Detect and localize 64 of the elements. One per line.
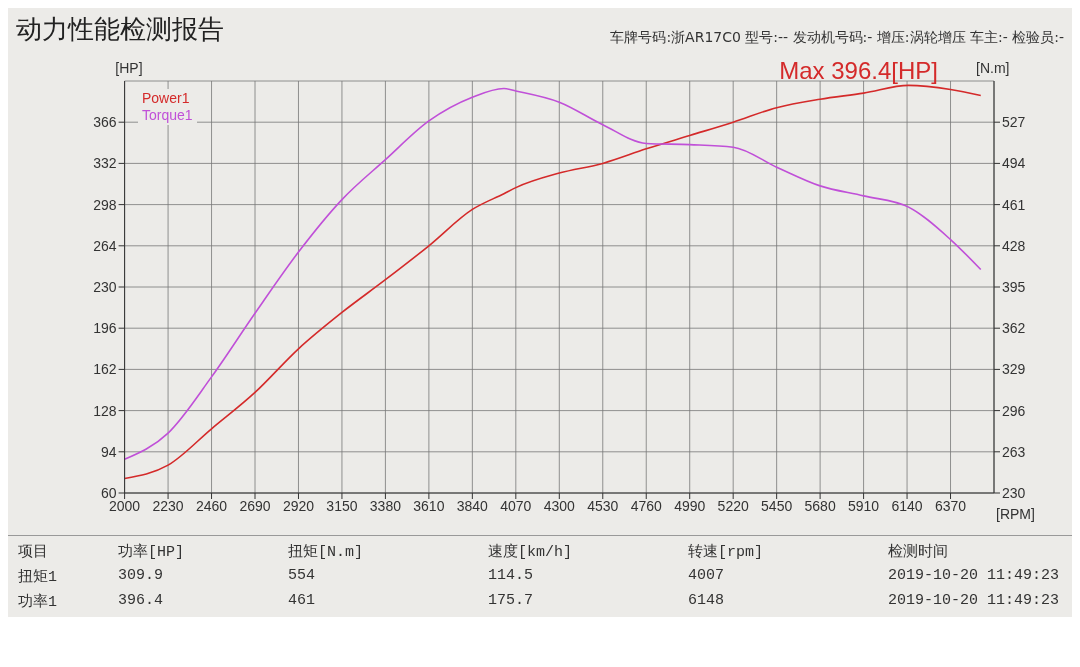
x-tick-label: 4300 [543, 497, 576, 514]
x-tick-label: 4530 [587, 497, 619, 514]
text: 扭矩[N.m] [288, 543, 364, 561]
text: 4007 [688, 567, 725, 586]
y2-tick-label: 296 [1002, 402, 1026, 419]
x-tick-label: 2460 [195, 497, 228, 514]
y2-tick-label: 395 [1002, 278, 1026, 295]
text: 功率1 [18, 592, 58, 611]
x-tick-label: 5910 [848, 497, 880, 514]
y-tick-label: 196 [93, 320, 117, 337]
y-tick-label: 128 [93, 402, 117, 419]
x-tick-label: 4760 [630, 497, 663, 514]
x-tick-label: 4070 [500, 497, 532, 514]
y2-tick-label: 428 [1002, 237, 1026, 254]
x-tick-label: 3610 [413, 497, 445, 514]
annotation: Max 396.4[HP] [779, 57, 938, 85]
x-tick-label: 3840 [456, 497, 489, 514]
chart-subtitle: 车牌号码:浙AR17C0 型号:-- 发动机号码:- 增压:涡轮增压 车主:- 检验员:- [610, 29, 1064, 47]
x-tick-label: 4990 [674, 497, 706, 514]
text: 309.9 [118, 567, 164, 586]
x-tick-label: 5680 [804, 497, 836, 514]
text: 2019-10-20 11:49:23 [888, 592, 1061, 611]
text: 554 [288, 567, 316, 586]
x-tick-label: 5220 [717, 497, 749, 514]
y-axis-title: [HP] [115, 59, 143, 76]
text: 速度[km/h] [488, 542, 573, 561]
x-tick-label: 3150 [326, 497, 358, 514]
y2-tick-label: 494 [1002, 155, 1026, 172]
y2-tick-label: 263 [1002, 443, 1026, 460]
y-tick-label: 332 [93, 155, 117, 172]
x-tick-label: 6370 [934, 497, 967, 514]
x-tick-label: 5450 [761, 497, 793, 514]
y2-tick-label: 230 [1002, 484, 1026, 501]
y-tick-label: 94 [101, 443, 117, 460]
text: 功率[HP] [118, 542, 185, 561]
text: 项目 [18, 543, 49, 561]
x-tick-label: 6140 [891, 497, 923, 514]
x-tick-label: 2230 [152, 497, 184, 514]
text: 检测时间 [888, 542, 949, 561]
y-tick-label: 366 [93, 114, 117, 131]
y2-axis-title: [N.m] [976, 59, 1010, 76]
y2-tick-label: 362 [1002, 320, 1026, 337]
text: 114.5 [488, 567, 534, 586]
x-axis-title: [RPM] [996, 506, 1035, 522]
text: Power1 [142, 90, 191, 107]
y-tick-label: 230 [93, 278, 117, 295]
y-tick-label: 298 [93, 196, 117, 213]
text: 2019-10-20 11:49:23 [888, 567, 1061, 586]
text: 转速[rpm] [688, 543, 764, 561]
x-tick-label: 2690 [239, 497, 271, 514]
text: 396.4 [118, 592, 164, 611]
text: 175.7 [488, 592, 534, 611]
y-tick-label: 264 [93, 237, 117, 254]
text: Torque1 [142, 107, 193, 124]
chart-title: 动力性能检测报告 [16, 13, 224, 46]
x-tick-label: 2920 [282, 497, 315, 514]
y-tick-label: 162 [93, 361, 117, 378]
text: 扭矩1 [18, 568, 58, 586]
text: 6148 [688, 592, 725, 611]
x-tick-label: 3380 [369, 497, 402, 514]
y2-tick-label: 527 [1002, 114, 1026, 131]
y2-tick-label: 461 [1002, 196, 1026, 213]
text: 461 [288, 592, 316, 611]
y2-tick-label: 329 [1002, 361, 1026, 378]
